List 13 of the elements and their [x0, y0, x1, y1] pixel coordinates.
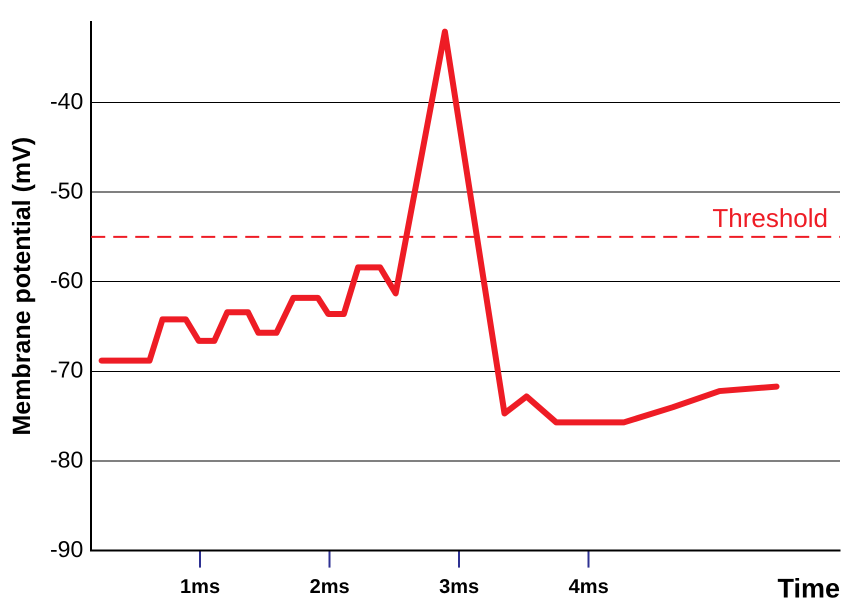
y-tick-label: -60	[50, 267, 84, 294]
x-tick-label: 1ms	[180, 576, 220, 598]
x-axis-title: Time	[777, 573, 840, 604]
ref-line-label: Threshold	[712, 203, 828, 234]
y-tick-label: -80	[50, 446, 84, 472]
y-tick-label: -70	[50, 356, 84, 383]
y-axis-title: Membrane potential (mV)	[8, 136, 36, 436]
y-tick-label: -40	[50, 88, 84, 114]
x-tick-label: 3ms	[439, 576, 480, 598]
y-tick-label: -50	[50, 177, 84, 204]
y-tick-label: -90	[50, 536, 84, 562]
x-tick-label: 2ms	[310, 576, 350, 598]
x-tick-label: 4ms	[568, 576, 609, 598]
